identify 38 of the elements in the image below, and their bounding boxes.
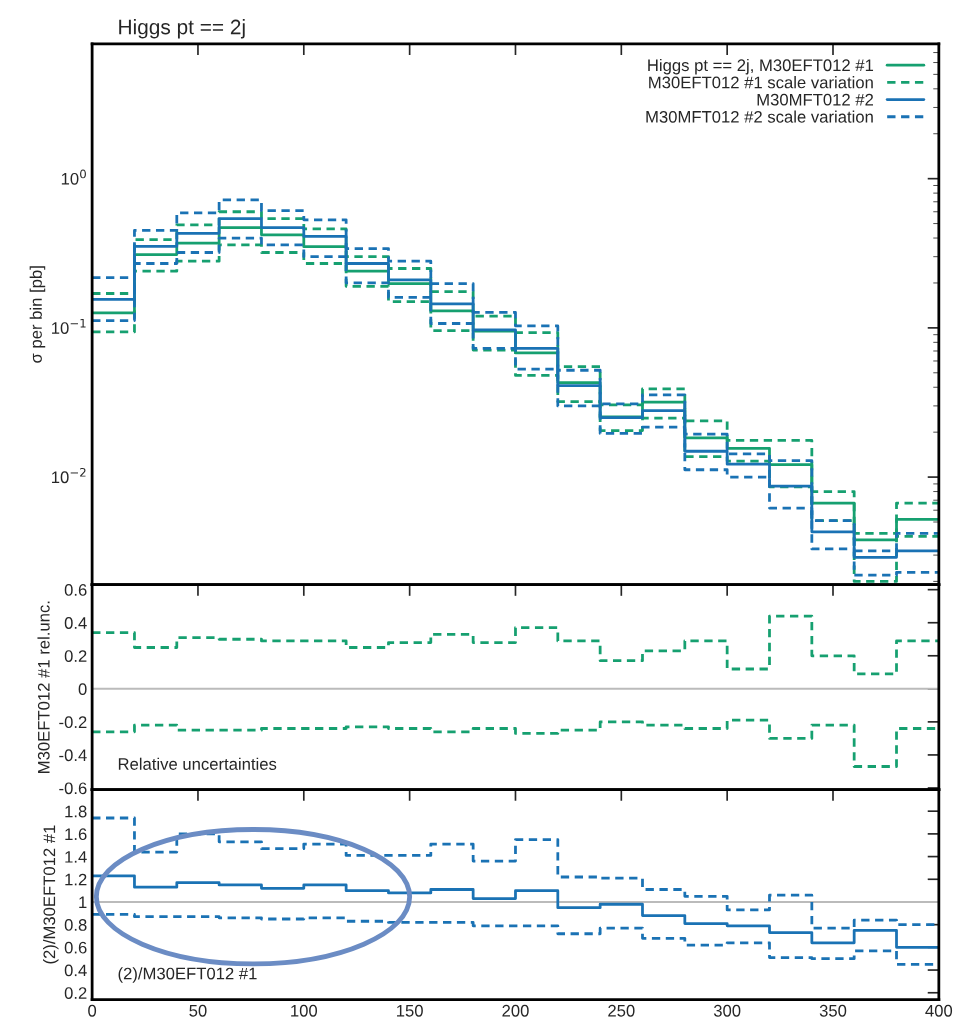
chart-subtitle: Higgs pt == 2j	[119, 19, 245, 39]
y-tick-label: 0.2	[64, 987, 87, 999]
y-tick-label: 10$^{0}$	[61, 169, 86, 185]
y-tick-label: -0.4	[59, 749, 87, 762]
y-tick-label: 0.4	[64, 964, 87, 977]
y-tick-label: 1.6	[65, 828, 87, 841]
y-axis-title: (2)/M30EFT012 #1	[43, 825, 59, 964]
y-tick-label: -0.6	[59, 782, 87, 795]
y-tick-label: 10$^{−1}$	[52, 318, 86, 334]
y-tick-label: 1	[79, 896, 87, 909]
annotation: Relative uncertainties	[118, 757, 277, 770]
x-tick-label: 150	[397, 1004, 423, 1017]
x-tick-label: 50	[189, 1004, 207, 1017]
y-tick-label: 1.8	[65, 805, 87, 818]
x-tick-label: 250	[608, 1004, 635, 1017]
y-tick-label: -0.2	[59, 716, 87, 729]
legend-label: M30MFT012 #2 scale variation	[646, 110, 873, 123]
y-axis-title: M30EFT012 #1 rel.unc.	[37, 601, 50, 773]
x-tick-label: 400	[925, 1004, 953, 1017]
y-tick-label: 0	[78, 683, 87, 696]
x-tick-label: 0	[88, 1004, 97, 1017]
annotation: (2)/M30EFT012 #1	[118, 967, 257, 983]
x-tick-label: 350	[819, 1004, 847, 1017]
x-tick-label: 300	[713, 1004, 741, 1017]
y-tick-label: 0.2	[64, 650, 87, 662]
x-tick-label: 200	[502, 1004, 529, 1017]
y-tick-label: 1.4	[65, 851, 87, 863]
y-tick-label: 0.4	[64, 617, 87, 629]
y-tick-label: 10$^{−2}$	[52, 467, 86, 484]
legend-label: M30MFT012 #2	[757, 93, 874, 106]
y-tick-label: 0.8	[64, 919, 87, 931]
y-tick-label: 1.2	[65, 873, 87, 886]
legend-label: Higgs pt == 2j, M30EFT012 #1	[648, 58, 874, 75]
legend-label: M30EFT012 #1 scale variation	[649, 76, 873, 89]
y-axis-title: σ per bin [pb]	[29, 266, 46, 363]
y-tick-label: 0.6	[64, 941, 87, 954]
y-tick-label: 0.6	[64, 584, 87, 596]
x-tick-label: 100	[291, 1004, 318, 1017]
